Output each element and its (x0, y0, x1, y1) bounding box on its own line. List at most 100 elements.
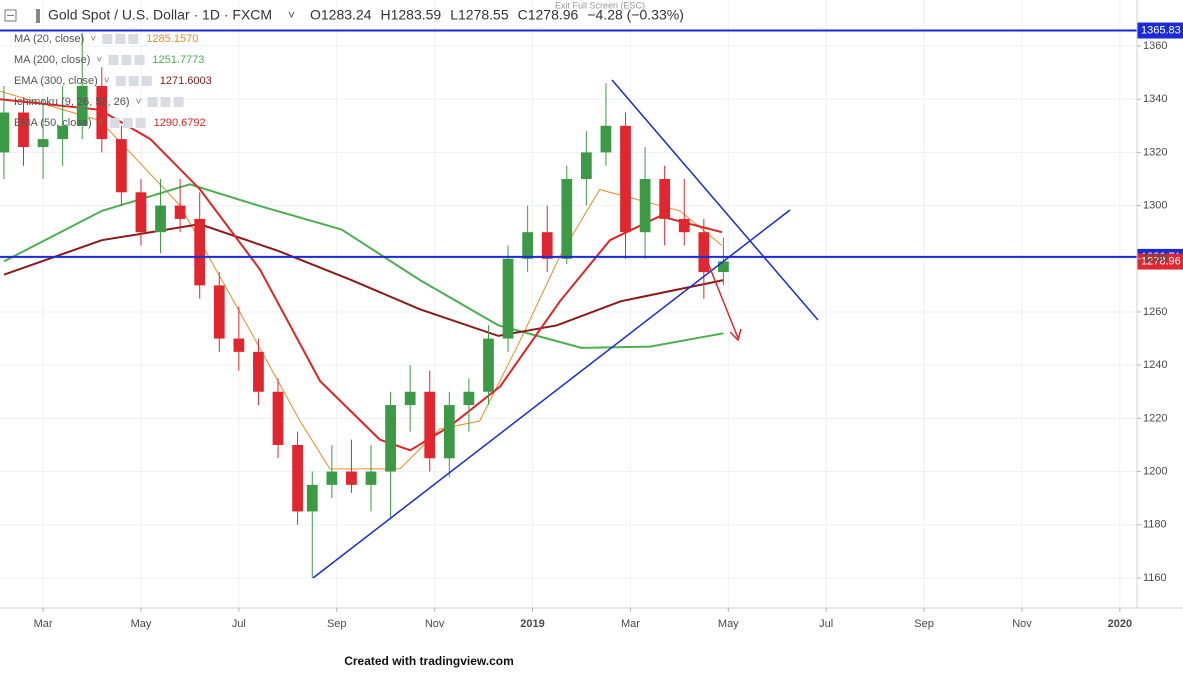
legend-button[interactable] (122, 118, 133, 128)
candle-body (135, 192, 147, 233)
legend-caret: ˅ (98, 118, 104, 129)
legend-button[interactable] (135, 118, 146, 128)
dropdown-caret[interactable]: ˅ (288, 8, 295, 22)
legend-caret: ˅ (90, 34, 96, 45)
legend-name: MA (20, close) (14, 33, 84, 45)
y-tick-label: 1260 (1143, 306, 1167, 318)
legend-button[interactable] (115, 34, 126, 44)
candle-body (600, 125, 612, 153)
x-tick-label: Jul (819, 618, 833, 630)
legend-button[interactable] (147, 97, 158, 107)
candle-body (306, 484, 318, 512)
x-tick-label: Mar (34, 618, 53, 630)
x-tick-label: May (131, 618, 152, 630)
legend-button[interactable] (134, 55, 145, 65)
candle-body (76, 85, 88, 126)
candle-body (194, 218, 206, 286)
legend-button[interactable] (128, 76, 139, 86)
x-tick-label: Jul (232, 618, 246, 630)
candle-body (96, 85, 108, 140)
y-tick-label: 1360 (1143, 40, 1167, 52)
x-tick-label: Sep (327, 618, 347, 630)
x-tick-label: 2019 (520, 618, 544, 630)
y-tick-label: 1280 (1143, 253, 1167, 265)
symbol-title[interactable]: Gold Spot / U.S. Dollar · 1D · FXCM (48, 7, 272, 23)
indicator-line (3, 223, 724, 337)
footer: Created with tradingview.com (344, 654, 514, 668)
candle-body (580, 152, 592, 179)
candle-body (522, 232, 534, 259)
x-tick-label: Nov (425, 618, 445, 630)
legend-button[interactable] (128, 34, 139, 44)
y-tick-label: 1240 (1143, 359, 1167, 371)
y-tick-label: 1300 (1143, 199, 1167, 211)
candle-body (253, 351, 264, 392)
legend-name: MA (200, close) (14, 54, 90, 66)
candle-body (502, 258, 514, 339)
legend-value: 1271.6003 (160, 75, 212, 87)
candle-body (639, 178, 651, 233)
candle-body (213, 285, 225, 339)
candle-body (174, 205, 186, 219)
ohlc-value: O1283.24 (310, 7, 372, 23)
ohlc-value: C1278.96 (518, 7, 579, 23)
legend-caret: ˅ (104, 76, 110, 87)
legend-caret: ˅ (136, 97, 142, 108)
candle-body (718, 261, 729, 273)
legend-name: EMA (50, close) (14, 117, 92, 129)
legend-value: 1290.6792 (154, 117, 206, 129)
x-tick-label: May (718, 618, 739, 630)
legend-button[interactable] (121, 55, 132, 65)
y-tick-label: 1320 (1143, 146, 1167, 158)
candle-body (18, 112, 29, 148)
candle-body (0, 112, 10, 153)
candle-body (483, 338, 494, 392)
candle-body (678, 218, 690, 233)
legend-button[interactable] (109, 118, 120, 128)
trend-line-resistance (611, 79, 819, 321)
candle-body (116, 139, 127, 193)
arrow-head (729, 328, 742, 342)
candle-body (57, 125, 69, 140)
grid (0, 0, 1137, 608)
legend-caret: ˅ (96, 55, 102, 66)
legend-button[interactable] (115, 76, 126, 86)
y-tick-label: 1220 (1143, 412, 1167, 424)
legend-button[interactable] (160, 97, 171, 107)
x-tick-label: Sep (914, 618, 934, 630)
candle-body (233, 338, 245, 352)
candles (0, 32, 729, 578)
drag-handle (36, 9, 40, 23)
ohlc-value: L1278.55 (450, 7, 509, 23)
price-tag-label: 1278.96 (1141, 255, 1181, 267)
price-tag-label: 1365.83 (1141, 24, 1181, 36)
legend-name: Ichimoku (9, 26, 52, 26) (14, 96, 130, 108)
legend-button[interactable] (141, 76, 152, 86)
candle-body (463, 391, 475, 406)
legend-name: EMA (300, close) (14, 75, 98, 87)
candle-body (404, 391, 416, 406)
forecast-arrow (701, 247, 739, 339)
horizontal-lines: 1365.831280.711278.96 (0, 22, 1183, 270)
candle-body (37, 139, 49, 148)
axes: 1160 1180 1200 1220 1240 1260 1280 1300 1320 1340… (34, 40, 1168, 630)
y-tick-label: 1340 (1143, 93, 1167, 105)
candle-body (659, 178, 671, 219)
legend-button[interactable] (173, 97, 184, 107)
legend-button[interactable] (108, 55, 119, 65)
ohlc-value: H1283.59 (381, 7, 442, 23)
candle-body (541, 232, 553, 259)
x-tick-label: 2020 (1108, 618, 1132, 630)
ohlc-value: −4.28 (−0.33%) (587, 7, 684, 23)
candle-body (424, 391, 436, 459)
candle-body (443, 405, 455, 459)
collapse-icon[interactable] (4, 9, 17, 22)
exit-hint: Exit Full Screen (ESC) (555, 0, 645, 10)
candle-body (561, 178, 573, 259)
price-tag (1137, 253, 1183, 270)
legend-button[interactable] (102, 34, 113, 44)
ohlc-header: O1283.24 H1283.59 L1278.55 C1278.96 −4.28 (−… (310, 7, 684, 23)
